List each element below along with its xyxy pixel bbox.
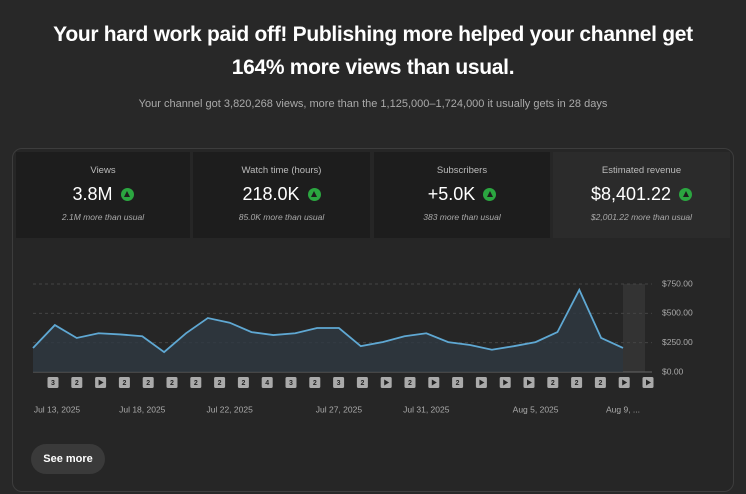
- upload-marker-icon: [503, 379, 509, 386]
- upload-marker-count: 3: [51, 380, 55, 387]
- up-icon: [483, 188, 497, 201]
- upload-marker-icon: [622, 379, 628, 386]
- upload-marker-count: 2: [360, 380, 364, 387]
- up-icon: [307, 188, 321, 201]
- metric-tile: Estimated revenue $8,401.22 $2,001.22 more…: [553, 152, 730, 238]
- headline: Your hard work paid off! Publishing more…: [53, 23, 693, 79]
- metric-label: Watch time (hours): [241, 165, 322, 176]
- y-tick-label: $750.00: [662, 278, 693, 288]
- upload-marker: [309, 377, 321, 388]
- upload-marker-count: 4: [265, 380, 269, 387]
- upload-marker: [452, 377, 464, 388]
- upload-marker: [571, 377, 583, 388]
- up-icon: [120, 188, 134, 201]
- upload-marker-count: 2: [408, 380, 412, 387]
- upload-marker-icon: [431, 379, 437, 386]
- upload-marker-count: 2: [456, 380, 460, 387]
- upload-marker-count: 2: [75, 380, 79, 387]
- line: [32, 287, 624, 354]
- metric-value-row: +5.0K: [374, 184, 550, 205]
- x-tick-label: Aug 5, 2025: [513, 404, 559, 414]
- upload-marker-count: 2: [194, 380, 198, 387]
- upload-marker: [261, 377, 273, 388]
- x-tick-label: Jul 31, 2025: [403, 404, 450, 414]
- see-more-button[interactable]: See more: [31, 444, 105, 474]
- metric-value: 3.8M: [72, 184, 113, 204]
- area: [33, 289, 623, 372]
- metric-value: $8,401.22: [590, 184, 672, 204]
- metric-value-row: 3.8M: [16, 184, 190, 205]
- metric-note: 383 more than usual: [423, 212, 501, 222]
- upload-marker: [142, 377, 154, 388]
- upload-marker: [594, 377, 606, 388]
- up-icon: [679, 188, 693, 201]
- upload-marker-count: 2: [575, 380, 579, 387]
- metric-value-row: $8,401.22: [553, 184, 730, 205]
- upload-marker: [190, 377, 202, 388]
- metric-note: 2.1M more than usual: [61, 212, 145, 222]
- metric-tile: Subscribers +5.0K 383 more than usual: [374, 152, 550, 238]
- metric-value: +5.0K: [427, 184, 476, 204]
- y-tick-label: $500.00: [662, 308, 693, 318]
- metric-label: Subscribers: [436, 165, 488, 176]
- upload-marker: [71, 377, 83, 388]
- upload-marker-count: 3: [289, 380, 293, 387]
- x-tick-label: Jul 22, 2025: [207, 404, 254, 414]
- upload-marker-count: 2: [313, 380, 317, 387]
- upload-marker: [118, 377, 130, 388]
- metric-tile: Watch time (hours) 218.0K 85.0K more than …: [193, 152, 370, 238]
- subheadline: Your channel got 3,820,268 views, more t…: [138, 98, 608, 110]
- upload-marker: [166, 377, 178, 388]
- upload-marker-count: 2: [598, 380, 602, 387]
- metric-note: $2,001.22 more than usual: [590, 212, 693, 222]
- upload-marker-count: 2: [122, 380, 126, 387]
- upload-marker: [237, 377, 249, 388]
- upload-marker-icon: [98, 379, 104, 386]
- upload-marker-icon: [527, 379, 532, 386]
- upload-marker: [214, 377, 226, 388]
- upload-marker-count: 2: [551, 380, 555, 387]
- upload-marker-count: 2: [218, 380, 222, 387]
- metric-label: Views: [90, 165, 116, 176]
- metric-label: Estimated revenue: [601, 165, 682, 176]
- x-tick-label: Jul 27, 2025: [316, 404, 363, 414]
- upload-marker-count: 2: [146, 380, 150, 387]
- upload-marker: [47, 377, 59, 388]
- metric-tile: Views 3.8M 2.1M more than usual: [16, 152, 190, 238]
- x-tick-label: Jul 13, 2025: [34, 404, 81, 414]
- upload-marker: [285, 377, 297, 388]
- x-tick-label: Aug 9, ...: [606, 404, 640, 414]
- upload-marker-icon: [646, 379, 651, 386]
- upload-marker: [333, 377, 345, 388]
- metric-value-row: 218.0K: [193, 184, 370, 205]
- metric-note: 85.0K more than usual: [238, 212, 325, 222]
- upload-marker: [404, 377, 416, 388]
- x-tick-label: Jul 18, 2025: [119, 404, 166, 414]
- upload-marker-count: 2: [241, 380, 245, 387]
- y-tick-label: $250.00: [662, 337, 693, 347]
- metric-value: 218.0K: [242, 184, 300, 204]
- highlight-band: [623, 284, 645, 372]
- y-tick-label: $0.00: [662, 366, 684, 376]
- upload-marker-count: 2: [170, 380, 174, 387]
- upload-marker: [547, 377, 559, 388]
- upload-marker-count: 3: [337, 380, 341, 387]
- upload-marker: [356, 377, 368, 388]
- upload-marker-icon: [384, 379, 390, 386]
- upload-marker-icon: [479, 379, 485, 386]
